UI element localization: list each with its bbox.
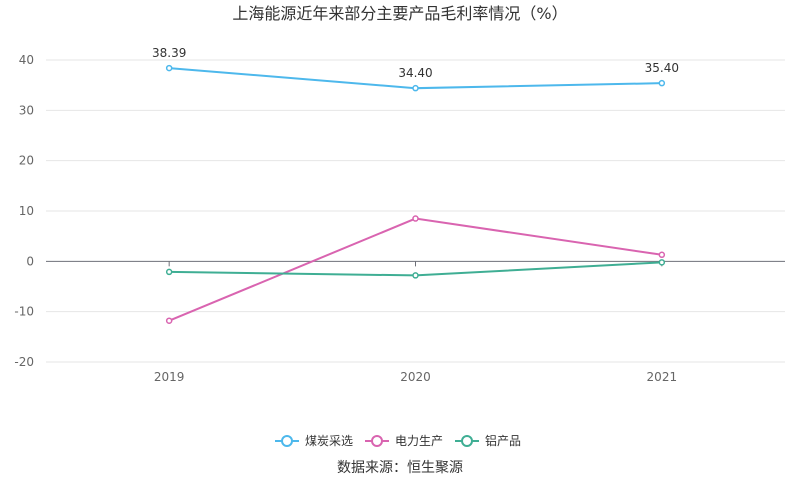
- data-point: [658, 259, 666, 266]
- data-label: 38.39: [152, 46, 186, 60]
- legend-marker: [461, 435, 473, 447]
- data-point: [165, 64, 173, 72]
- x-tick-label: 2021: [647, 370, 678, 384]
- legend-label: 煤炭采选: [305, 434, 353, 448]
- legend-item[interactable]: 煤炭采选: [275, 434, 353, 448]
- data-point: [165, 317, 173, 324]
- axes: 40 30 20 10 0 -10 -20 2019 2020 2021: [14, 53, 785, 384]
- x-tick-label: 2020: [400, 370, 431, 384]
- data-label: 34.40: [398, 66, 432, 80]
- data-labels: 38.39 34.40 35.40: [152, 46, 679, 80]
- legend: 煤炭采选 电力生产 铝产品: [275, 433, 521, 448]
- legend-label: 电力生产: [395, 434, 443, 448]
- y-tick-label: 40: [19, 53, 34, 67]
- legend-marker: [371, 435, 383, 447]
- data-point: [412, 272, 419, 279]
- data-point: [165, 268, 173, 276]
- y-tick-label: 30: [19, 103, 34, 117]
- series-lines: [165, 64, 666, 324]
- data-point: [412, 215, 419, 222]
- legend-item[interactable]: 铝产品: [455, 433, 521, 448]
- y-tick-label: -20: [14, 355, 34, 369]
- y-tick-label: 0: [26, 254, 34, 268]
- y-tick-label: 20: [19, 154, 34, 168]
- data-label: 35.40: [645, 61, 679, 75]
- data-point: [658, 251, 666, 259]
- legend-label: 铝产品: [485, 433, 521, 448]
- series-line-1: [168, 217, 662, 322]
- y-tick-label: -10: [14, 305, 34, 319]
- gridlines: [46, 59, 785, 363]
- legend-item[interactable]: 电力生产: [365, 434, 443, 448]
- data-point: [412, 84, 419, 92]
- legend-marker: [281, 435, 293, 447]
- data-point: [658, 79, 666, 87]
- y-tick-label: 10: [19, 204, 34, 218]
- x-tick-label: 2019: [154, 370, 185, 384]
- data-source: 数据来源：恒生聚源: [337, 460, 463, 476]
- chart-title: 上海能源近年来部分主要产品毛利率情况（%）: [232, 4, 567, 23]
